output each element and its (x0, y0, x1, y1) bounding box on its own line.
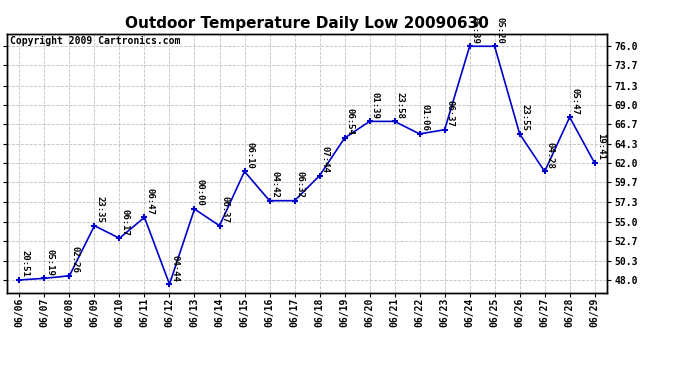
Text: 06:47: 06:47 (146, 188, 155, 214)
Text: 04:42: 04:42 (270, 171, 279, 198)
Text: 05:47: 05:47 (571, 88, 580, 114)
Text: 06:37: 06:37 (446, 100, 455, 127)
Text: Copyright 2009 Cartronics.com: Copyright 2009 Cartronics.com (10, 36, 180, 46)
Text: 05:39: 05:39 (471, 16, 480, 44)
Text: 23:55: 23:55 (521, 104, 530, 131)
Text: 01:39: 01:39 (371, 92, 380, 118)
Text: 06:32: 06:32 (295, 171, 304, 198)
Text: 06:10: 06:10 (246, 142, 255, 169)
Text: 00:00: 00:00 (195, 179, 204, 206)
Text: 05:19: 05:19 (46, 249, 55, 276)
Text: 04:44: 04:44 (170, 255, 179, 281)
Title: Outdoor Temperature Daily Low 20090630: Outdoor Temperature Daily Low 20090630 (125, 16, 489, 31)
Text: 06:17: 06:17 (121, 209, 130, 236)
Text: 06:37: 06:37 (221, 196, 230, 223)
Text: 23:35: 23:35 (95, 196, 104, 223)
Text: 23:58: 23:58 (395, 92, 404, 118)
Text: 01:06: 01:06 (421, 104, 430, 131)
Text: 06:54: 06:54 (346, 108, 355, 135)
Text: 20:51: 20:51 (21, 251, 30, 277)
Text: 19:41: 19:41 (595, 134, 604, 160)
Text: 07:44: 07:44 (321, 146, 330, 173)
Text: 02:26: 02:26 (70, 246, 79, 273)
Text: 05:20: 05:20 (495, 16, 504, 44)
Text: 04:28: 04:28 (546, 142, 555, 169)
